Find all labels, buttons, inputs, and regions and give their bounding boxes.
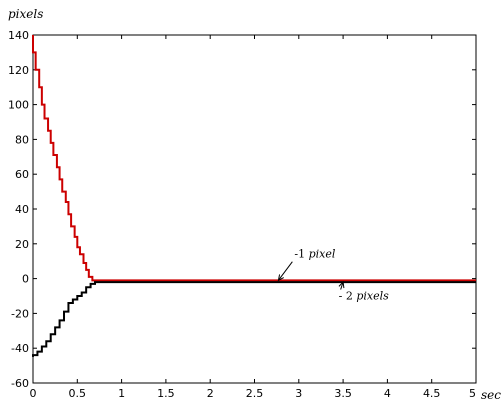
y-tick-label: 0 <box>22 273 29 286</box>
annotation-arrow-line <box>340 281 344 290</box>
annotation-layer: -1 pixel - 2 pixels <box>277 248 390 302</box>
x-tick-label: 4 <box>384 387 391 400</box>
annotation-label-number: -1 <box>294 248 308 261</box>
annotation-arrow-head <box>277 274 284 282</box>
annotation-label: - 2 pixels <box>339 289 390 302</box>
y-tick-label: 80 <box>15 133 29 146</box>
x-tick-label: 3.5 <box>334 387 352 400</box>
x-tick-label: 1 <box>118 387 125 400</box>
x-tick-labels: 0 0.5 1 1.5 2 2.5 3 3.5 4 4.5 5 <box>30 387 477 400</box>
y-tick-label: 120 <box>8 64 29 77</box>
series-line-1 <box>32 35 476 282</box>
y-axis-unit-label: pixels <box>8 7 43 21</box>
y-tick-label: 20 <box>15 238 29 251</box>
x-tick-label: 2.5 <box>246 387 264 400</box>
x-tick-label: 3 <box>295 387 302 400</box>
annotation-arrow-head <box>338 280 345 289</box>
annotation-label: -1 pixel <box>294 248 335 261</box>
x-tick-label: 0 <box>30 387 37 400</box>
annotation-label-unit: pixels <box>356 289 389 302</box>
x-tick-label: 1.5 <box>157 387 175 400</box>
y-tick-label: -20 <box>11 307 29 320</box>
y-tick-labels: -60 -40 -20 0 20 40 60 80 100 120 140 <box>8 29 29 390</box>
series-layer <box>32 35 476 357</box>
annotation-label-number: - 2 <box>339 289 357 302</box>
x-tick-label: 5 <box>469 387 476 400</box>
x-axis-unit-label: sec <box>481 388 501 402</box>
y-tick-label: 140 <box>8 29 29 42</box>
y-tick-label: 60 <box>15 168 29 181</box>
annotation-label-unit: pixel <box>309 248 336 261</box>
y-tick-label: 100 <box>8 99 29 112</box>
y-tick-label: 40 <box>15 203 29 216</box>
y-tick-label: -40 <box>11 342 29 355</box>
x-tick-label: 4.5 <box>423 387 441 400</box>
x-tick-label: 0.5 <box>69 387 87 400</box>
x-tick-label: 2 <box>207 387 214 400</box>
tick-marks <box>32 34 477 384</box>
plot-area <box>32 34 477 384</box>
annotation-arrow-line <box>278 261 293 281</box>
y-tick-label: -60 <box>11 377 29 390</box>
series-line-2 <box>32 281 476 357</box>
